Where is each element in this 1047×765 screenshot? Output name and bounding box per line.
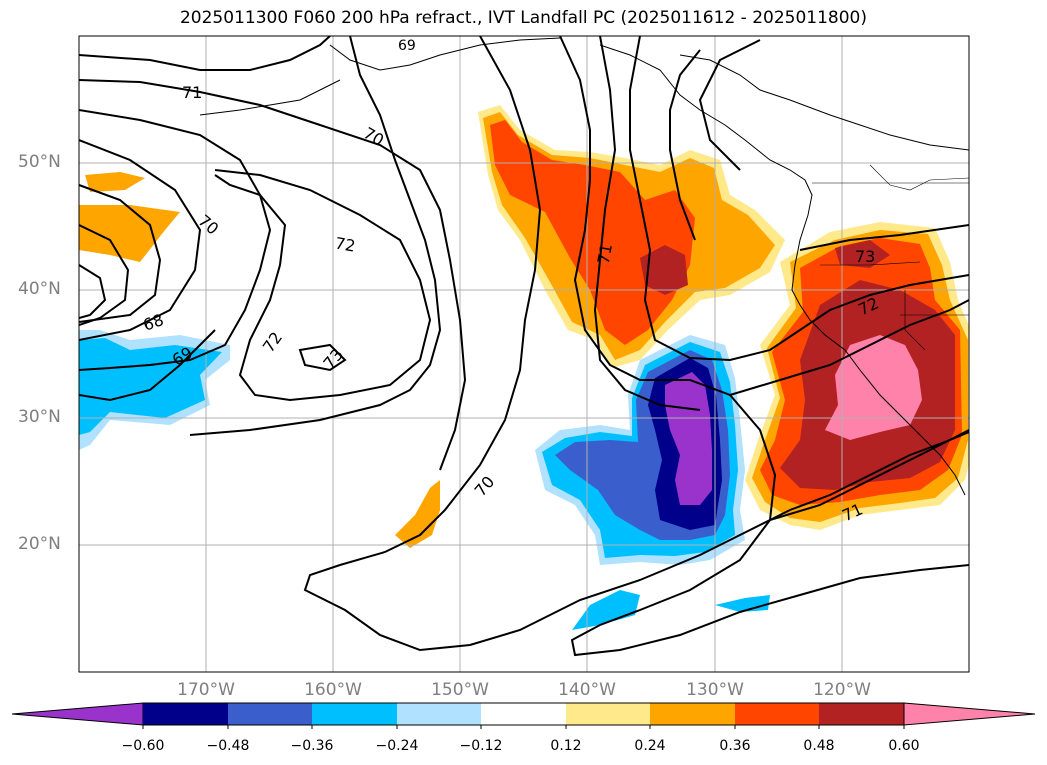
colorbar-tick: −0.48: [206, 738, 250, 754]
colorbar-extend-low: [11, 702, 144, 726]
lat-label-20n: 20°N: [18, 534, 61, 554]
colorbar-tick: −0.24: [375, 738, 419, 754]
map-frame: [78, 35, 970, 673]
lon-label-160w: 160°W: [304, 680, 362, 700]
shaded-fields: [79, 105, 969, 630]
positive-anomaly-0.24-nw: [85, 172, 145, 192]
colorbar-bin: [143, 703, 228, 725]
contour-label: 72: [334, 233, 357, 255]
coastlines: [199, 37, 969, 496]
lat-label-40n: 40°N: [18, 279, 61, 299]
colorbar-tick: −0.60: [121, 738, 165, 754]
negative-anomaly-0.60: [665, 372, 712, 505]
positive-anomaly-0.48: [640, 245, 688, 295]
lon-label-130w: 130°W: [686, 680, 744, 700]
colorbar-bin: [481, 703, 566, 725]
contour-label: 73: [855, 247, 875, 266]
colorbar-tick: −0.36: [290, 738, 334, 754]
colorbar-tick: −0.12: [459, 738, 503, 754]
colorbar-tick: 0.36: [719, 738, 751, 754]
graticule: [79, 36, 969, 672]
lon-label-150w: 150°W: [431, 680, 489, 700]
lon-label-140w: 140°W: [558, 680, 616, 700]
contour-label: 72: [259, 328, 286, 356]
lat-label-30n: 30°N: [18, 407, 61, 427]
colorbar-tick: 0.60: [888, 738, 920, 754]
map-title: 2025011300 F060 200 hPa refract., IVT La…: [179, 8, 867, 28]
colorbar-bin: [312, 703, 397, 725]
colorbar: [11, 702, 1036, 729]
contour-label: 71: [594, 242, 616, 265]
colorbar-tick: 0.24: [634, 738, 666, 754]
positive-anomaly-0.24-west: [79, 205, 180, 262]
colorbar-bin: [819, 703, 904, 725]
colorbar-bin: [566, 703, 650, 725]
lat-label-50n: 50°N: [18, 152, 61, 172]
colorbar-tick: 0.12: [550, 738, 582, 754]
colorbar-bin: [650, 703, 735, 725]
colorbar-extend-high: [903, 702, 1036, 726]
colorbar-tick: 0.48: [803, 738, 835, 754]
positive-anomaly-0.48-ne: [835, 240, 890, 268]
colorbar-bin: [397, 703, 481, 725]
positive-anomaly-0.36: [490, 120, 695, 345]
lon-label-120w: 120°W: [813, 680, 871, 700]
lon-label-170w: 170°W: [177, 680, 235, 700]
negative-anomaly-0.24-se: [715, 595, 770, 612]
contour-label: 69: [398, 38, 416, 54]
contour-label: 70: [471, 472, 499, 500]
positive-anomaly-0.24-hi: [395, 480, 440, 548]
colorbar-bin: [228, 703, 312, 725]
negative-anomaly-0.24-south: [572, 590, 640, 630]
colorbar-bin: [735, 703, 819, 725]
negative-anomaly-0.24-west: [79, 338, 222, 435]
refractivity-contours: [79, 36, 969, 657]
contour-label: 71: [182, 83, 202, 102]
